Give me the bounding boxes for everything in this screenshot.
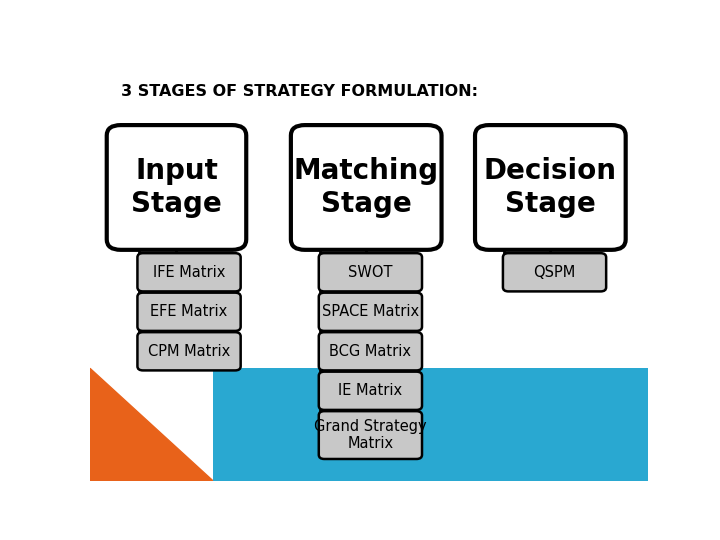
Text: Grand Strategy
Matrix: Grand Strategy Matrix xyxy=(314,419,427,451)
Text: Input
Stage: Input Stage xyxy=(131,157,222,218)
FancyBboxPatch shape xyxy=(138,253,240,292)
FancyBboxPatch shape xyxy=(138,293,240,331)
FancyBboxPatch shape xyxy=(503,253,606,292)
FancyBboxPatch shape xyxy=(319,372,422,410)
Text: SWOT: SWOT xyxy=(348,265,392,280)
FancyBboxPatch shape xyxy=(107,125,246,250)
FancyBboxPatch shape xyxy=(319,253,422,292)
Text: EFE Matrix: EFE Matrix xyxy=(150,304,228,319)
Text: BCG Matrix: BCG Matrix xyxy=(329,344,411,359)
Polygon shape xyxy=(90,368,213,481)
FancyBboxPatch shape xyxy=(291,125,441,250)
FancyBboxPatch shape xyxy=(319,293,422,331)
Text: IFE Matrix: IFE Matrix xyxy=(153,265,225,280)
FancyBboxPatch shape xyxy=(319,411,422,459)
FancyBboxPatch shape xyxy=(319,332,422,370)
Text: IE Matrix: IE Matrix xyxy=(338,383,402,399)
Text: QSPM: QSPM xyxy=(534,265,576,280)
FancyBboxPatch shape xyxy=(138,332,240,370)
FancyBboxPatch shape xyxy=(475,125,626,250)
Text: CPM Matrix: CPM Matrix xyxy=(148,344,230,359)
Text: Decision
Stage: Decision Stage xyxy=(484,157,617,218)
Bar xyxy=(213,368,648,481)
Text: SPACE Matrix: SPACE Matrix xyxy=(322,304,419,319)
Text: 3 STAGES OF STRATEGY FORMULATION:: 3 STAGES OF STRATEGY FORMULATION: xyxy=(121,84,477,98)
Text: Matching
Stage: Matching Stage xyxy=(294,157,438,218)
